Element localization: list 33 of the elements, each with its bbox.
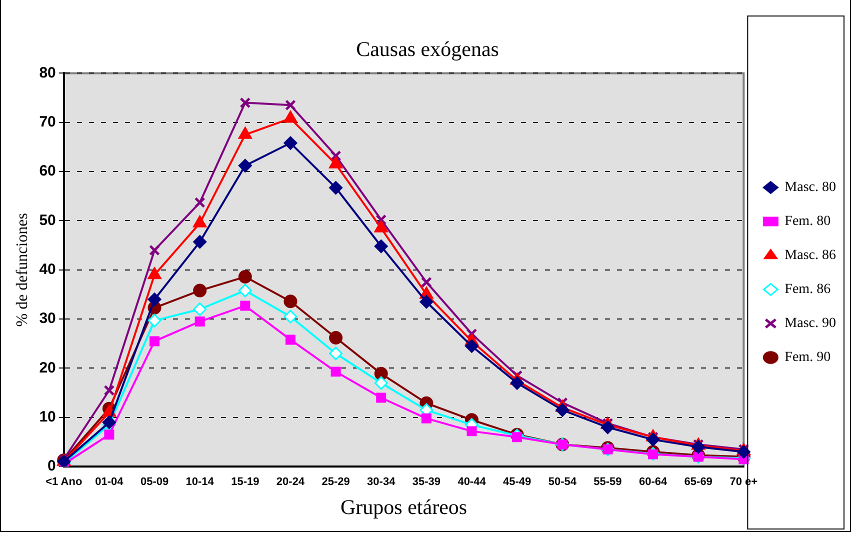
x-tick-label: 01-04 — [95, 476, 124, 488]
y-tick-label: 50 — [39, 212, 56, 229]
x-tick-label: 05-09 — [140, 476, 169, 488]
x-tick-label: 40-44 — [458, 476, 487, 488]
x-tick-label: 65-69 — [684, 476, 712, 488]
x-tick-label: 35-39 — [412, 476, 441, 488]
chart-title: Causas exógenas — [356, 37, 499, 62]
x-tick-label: 10-14 — [186, 476, 215, 488]
y-tick-label: 20 — [39, 359, 56, 376]
y-tick-label: 40 — [39, 261, 56, 278]
x-tick-label: 55-59 — [594, 476, 622, 488]
x-tick-label: <1 Ano — [46, 476, 82, 488]
x-axis-title: Grupos etáreos — [340, 494, 468, 519]
y-tick-label: 30 — [39, 310, 56, 328]
x-tick-label: 30-34 — [367, 476, 396, 488]
x-tick-label: 15-19 — [231, 476, 260, 488]
y-tick-label: 60 — [39, 162, 56, 180]
y-tick-label: 0 — [48, 458, 56, 475]
legend-label: Fem. 90 — [784, 350, 831, 366]
legend-label: Fem. 86 — [784, 282, 831, 298]
y-tick-label: 10 — [39, 408, 56, 426]
y-tick-label: 80 — [39, 64, 56, 82]
x-tick-label: 60-64 — [638, 476, 668, 488]
x-tick-label: 20-24 — [276, 476, 306, 488]
legend-label: Masc. 90 — [784, 316, 836, 332]
legend-label: Masc. 80 — [784, 180, 836, 196]
x-tick-label: 45-49 — [503, 476, 532, 488]
x-tick-label: 50-54 — [548, 476, 578, 488]
y-tick-label: 70 — [39, 114, 56, 131]
legend-label: Masc. 86 — [784, 248, 836, 264]
legend-label: Fem. 80 — [784, 214, 831, 230]
y-axis-title: % de defunciones — [14, 213, 31, 327]
x-tick-label: 25-29 — [322, 476, 350, 488]
